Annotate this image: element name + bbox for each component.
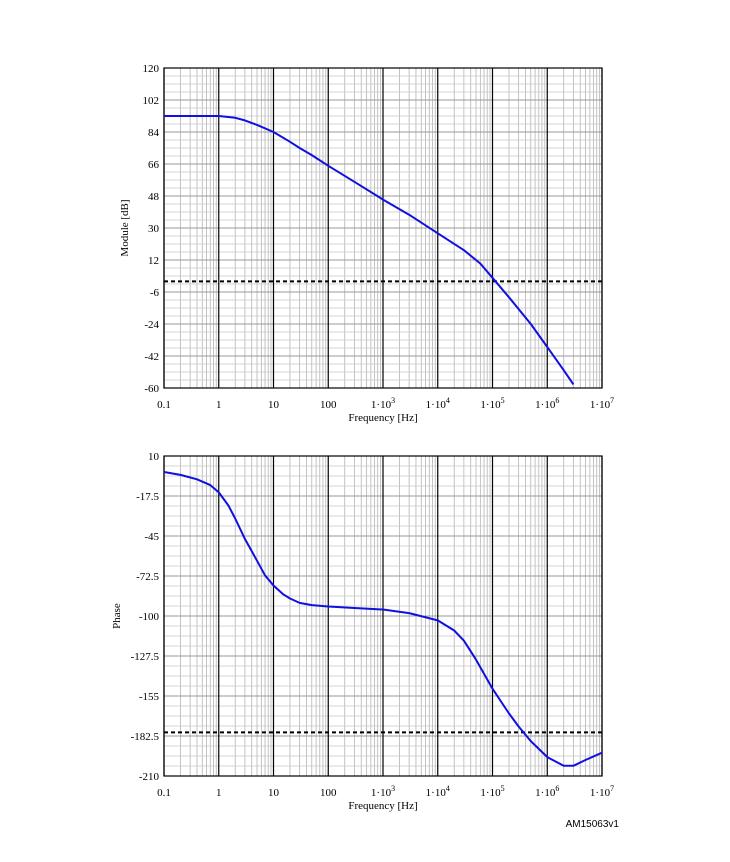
y-tick-label: -210 bbox=[139, 771, 160, 783]
y-tick-label: -100 bbox=[139, 611, 160, 623]
x-tick-label: 1·105 bbox=[480, 784, 504, 799]
plot-frame bbox=[163, 67, 603, 389]
phase-chart: 10 -17.5 -45 -72.5 -100 -127.5 -155 -182.5 -210 0… bbox=[111, 451, 614, 812]
x-tick-label: 1·104 bbox=[426, 784, 450, 799]
x-tick-label: 1·103 bbox=[371, 784, 395, 799]
y-tick-label: 10 bbox=[148, 451, 160, 463]
y-tick-label: -17.5 bbox=[136, 491, 159, 503]
y-tick-label: 30 bbox=[148, 223, 160, 235]
x-tick-label: 1·106 bbox=[535, 396, 559, 411]
series-line bbox=[163, 471, 603, 767]
y-tick-label: 48 bbox=[148, 191, 160, 203]
y-axis-title: Phase bbox=[111, 603, 123, 629]
x-tick-label: 0.1 bbox=[157, 399, 171, 411]
y-tick-label: 66 bbox=[148, 159, 160, 171]
series-line bbox=[164, 115, 575, 385]
document-code-label: AM15063v1 bbox=[566, 819, 620, 830]
y-axis-title: Module [dB] bbox=[119, 199, 131, 256]
x-tick-label: 1·107 bbox=[590, 396, 614, 411]
x-tick-label: 1·105 bbox=[480, 396, 504, 411]
y-tick-label: -60 bbox=[144, 383, 159, 395]
x-tick-label: 100 bbox=[320, 399, 337, 411]
x-tick-label: 100 bbox=[320, 787, 337, 799]
x-axis-title: Frequency [Hz] bbox=[348, 800, 417, 812]
x-tick-label: 1·104 bbox=[426, 396, 450, 411]
y-tick-label: -72.5 bbox=[136, 571, 159, 583]
y-tick-label: -42 bbox=[144, 351, 159, 363]
x-tick-label: 1·107 bbox=[590, 784, 614, 799]
y-tick-label: 120 bbox=[143, 63, 160, 75]
x-tick-label: 10 bbox=[268, 399, 280, 411]
y-tick-label: -182.5 bbox=[131, 731, 160, 743]
x-tick-label: 10 bbox=[268, 787, 280, 799]
y-tick-label: -127.5 bbox=[131, 651, 160, 663]
x-tick-label: 1 bbox=[216, 399, 222, 411]
x-axis-title: Frequency [Hz] bbox=[348, 412, 417, 424]
y-tick-label: -24 bbox=[144, 319, 159, 331]
y-tick-label: -6 bbox=[150, 287, 160, 299]
magnitude-chart: 120 102 84 66 48 30 12 -6 -24 -42 -60 0.1 1 10 100 1·10… bbox=[119, 63, 614, 424]
y-tick-label: -45 bbox=[144, 531, 159, 543]
y-tick-label: 102 bbox=[143, 95, 160, 107]
x-tick-label: 1·103 bbox=[371, 396, 395, 411]
x-tick-label: 0.1 bbox=[157, 787, 171, 799]
x-tick-label: 1·106 bbox=[535, 784, 559, 799]
y-tick-label: 84 bbox=[148, 127, 160, 139]
y-tick-label: -155 bbox=[139, 691, 160, 703]
y-tick-label: 12 bbox=[148, 255, 159, 267]
x-tick-label: 1 bbox=[216, 787, 222, 799]
plot-frame bbox=[163, 455, 603, 777]
